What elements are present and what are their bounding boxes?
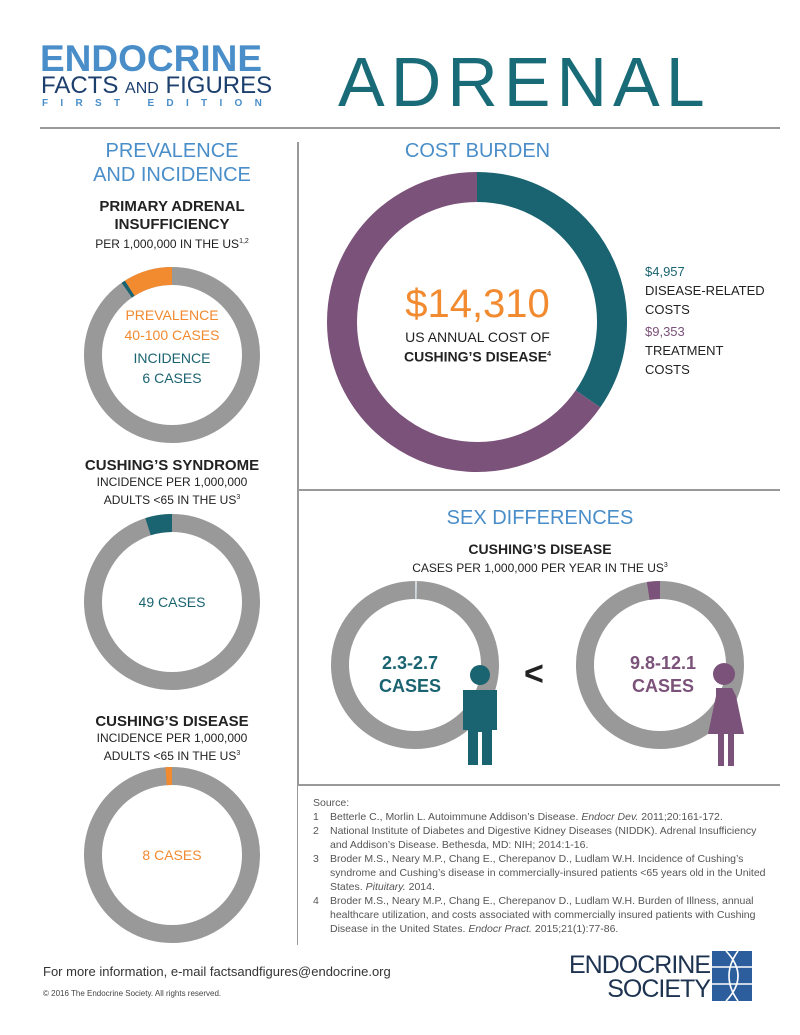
divider [40,127,780,129]
footnote-ref: 3 [663,562,668,569]
male-donut-background [331,581,499,749]
male-cases: 2.3-2.7 CASES [355,652,465,698]
source-number: 3 [313,853,319,865]
pai-incidence: INCIDENCE 6 CASES [90,348,254,388]
source-item: 4 Broder M.S., Neary M.P., Chang E., Cher… [313,894,775,936]
prevalence-label: PREVALENCE [125,307,219,323]
male-person-icon [470,665,490,685]
divider [297,785,298,945]
subtitle: PER 1,000,000 IN THE US [95,237,240,251]
footnote-ref: 3 [236,494,241,501]
cs-title: CUSHING’S SYNDROME INCIDENCE PER 1,000,0… [40,457,304,508]
disease-cost-value: $4,957 [645,264,685,279]
heading-line: PREVALENCE [105,140,239,162]
cs-donut-background [84,514,260,690]
sex-title: CUSHING’S DISEASE CASES PER 1,000,000 PE… [300,540,780,576]
subtitle: INCIDENCE PER 1,000,000 [96,731,248,745]
subtitle: INCIDENCE PER 1,000,000 [96,475,248,489]
source-number: 2 [313,825,319,837]
logo-word: FIGURES [165,72,273,99]
copyright: © 2016 The Endocrine Society. All rights… [43,989,222,998]
footnote-ref: 1,2 [239,238,249,245]
sources: Source: 1 Betterle C., Morlin L. Autoimmu… [313,796,775,936]
sex-heading: SEX DIFFERENCES [446,507,634,529]
female-cases: 9.8-12.1 CASES [603,652,723,698]
incidence-label: INCIDENCE [133,350,211,366]
female-person-icon [708,688,744,766]
logo-word: SOCIETY [607,975,711,1003]
subtitle: ADULTS <65 IN THE US [103,493,237,507]
source-text: Broder M.S., Neary M.P., Chang E., Chere… [330,895,756,935]
incidence-value: 6 CASES [142,370,202,386]
cost-legend: $4,957 DISEASE-RELATED COSTS $9,353 TREA… [645,262,765,379]
title: CUSHING’S DISEASE [95,713,249,730]
male-value: 2.3-2.7 [381,653,439,673]
pai-prevalence: PREVALENCE 40-100 CASES [90,305,254,345]
cost-caption: US ANNUAL COST OF CUSHING’S DISEASE4 [360,328,595,366]
caption-line: CUSHING’S DISEASE [403,348,548,365]
cd-donut-background [84,767,260,943]
logo-word: ENDOCRINE [568,951,711,979]
disease-cost-label: DISEASE-RELATED [645,283,765,298]
divider [298,489,780,491]
logo-endocrine: ENDOCRINE [40,38,263,79]
source-text: Betterle C., Morlin L. Autoimmune Addiso… [330,811,723,823]
logo-word: FACTS [41,72,119,99]
cs-donut-segment [145,514,173,536]
title: CUSHING’S DISEASE [468,541,612,557]
female-donut-segment [646,581,661,600]
female-person-icon [713,663,735,685]
cost-donut-teal [476,172,627,408]
cs-value: 49 CASES [138,594,206,610]
female-donut-background [576,581,744,749]
logo-word: AND [125,80,159,97]
footnote-ref: 3 [236,750,241,757]
logo-edition: FIRST EDITION [42,98,275,109]
title-line: PRIMARY ADRENAL [99,198,245,215]
source-text: National Institute of Diabetes and Diges… [330,825,757,851]
cd-title: CUSHING’S DISEASE INCIDENCE PER 1,000,00… [40,713,304,764]
female-unit: CASES [631,676,694,696]
endocrine-society-globe-icon [712,951,752,1001]
treatment-cost-label: COSTS [645,362,690,377]
prevalence-heading: PREVALENCE AND INCIDENCE [40,139,304,187]
pai-donut-segment [124,267,173,297]
caption-line: US ANNUAL COST OF [405,329,550,345]
endocrine-society-logo: ENDOCRINE SOCIETY [555,951,711,1003]
sources-label: Source: [313,797,350,809]
subtitle: ADULTS <65 IN THE US [103,749,237,763]
divider [297,142,299,786]
pai-title: PRIMARY ADRENAL INSUFFICIENCY PER 1,000,… [40,198,304,252]
cost-donut-purple [327,172,601,472]
treatment-cost-label: TREATMENT [645,343,724,358]
cd-value: 8 CASES [142,847,202,863]
source-item: 3 Broder M.S., Neary M.P., Chang E., Cher… [313,852,775,894]
logo-facts-and-figures: FACTS AND FIGURES [41,74,272,101]
page-title: ADRENAL [338,43,711,121]
source-item: 2 National Institute of Diabetes and Dige… [313,824,775,852]
male-person-icon [463,690,497,765]
pai-donut-segment [121,280,135,298]
source-text: Broder M.S., Neary M.P., Chang E., Chere… [330,853,766,893]
treatment-cost-value: $9,353 [645,324,685,339]
source-number: 1 [313,811,319,823]
source-item: 1 Betterle C., Morlin L. Autoimmune Addis… [313,810,775,824]
source-number: 4 [313,895,319,907]
male-unit: CASES [378,676,441,696]
less-than-sign: < [524,655,544,693]
title: CUSHING’S SYNDROME [84,457,260,474]
heading-line: AND INCIDENCE [93,164,251,186]
footer-info: For more information, e-mail factsandfig… [43,964,391,979]
cost-total: $14,310 [405,282,550,326]
divider [298,784,780,786]
pai-donut-background [84,267,260,443]
footnote-ref: 4 [547,351,552,358]
cost-heading: COST BURDEN [404,140,551,162]
subtitle: CASES PER 1,000,000 PER YEAR IN THE US [412,561,664,575]
disease-cost-label: COSTS [645,302,690,317]
female-value: 9.8-12.1 [629,653,697,673]
prevalence-value: 40-100 CASES [124,327,220,343]
title-line: INSUFFICIENCY [114,216,230,233]
